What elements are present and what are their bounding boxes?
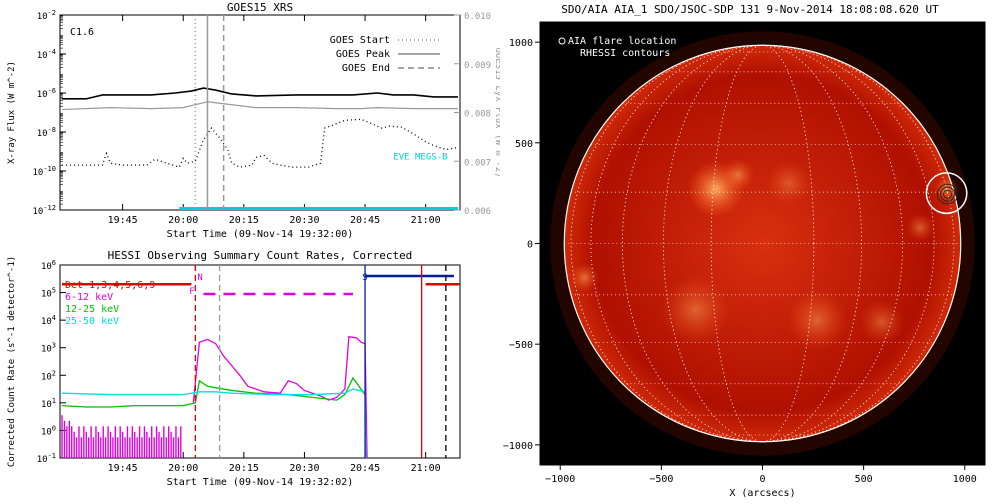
goes-x-tick-label: 20:30 — [289, 215, 319, 226]
aia-title: SDO/AIA AIA_1 SDO/JSOC-SDP 131 9-Nov-201… — [561, 3, 939, 16]
goes-plot-frame — [59, 14, 461, 211]
goes-y2-label: GOES15 Lyx Flux (W m^-2) — [493, 47, 500, 177]
hessi-y-tick-label: 103 — [41, 342, 56, 355]
hessi-count-rate-chart: HESSI Observing Summary Count Rates, Cor… — [7, 249, 461, 488]
goes-legend-label: GOES End — [342, 63, 390, 74]
aia-x-tick-label: 0 — [759, 474, 765, 485]
goes-y-tick-label: 10-10 — [33, 165, 57, 178]
hessi-y-label: Corrected Count Rate (s^-1 detector^-1) — [7, 256, 17, 467]
hessi-flag-label: S — [362, 273, 367, 283]
active-region — [906, 213, 935, 242]
goes-x-tick-label: 21:00 — [411, 215, 441, 226]
hessi-plot-frame — [59, 264, 461, 459]
goes-y2-tick-label: 0.008 — [464, 110, 491, 120]
grid-longitude — [710, 44, 815, 443]
hessi-y-tick-label: 100 — [41, 424, 56, 437]
aia-x-tick-label: −1000 — [545, 474, 575, 485]
hessi-legend-label: 6-12 keV — [65, 292, 113, 303]
aia-131-image: SDO/AIA AIA_1 SDO/JSOC-SDP 131 9-Nov-201… — [503, 3, 986, 499]
hessi-legend-label: 12-25 keV — [65, 304, 119, 315]
hessi-series-12-25-keV — [61, 376, 366, 408]
goes-x-tick-label: 20:15 — [229, 215, 259, 226]
rhessi-contour — [937, 183, 959, 205]
goes-y-tick-label: 10-8 — [37, 126, 56, 139]
hessi-x-tick-label: 21:00 — [411, 463, 441, 474]
aia-x-tick-label: 500 — [855, 474, 873, 485]
aia-y-tick-label: 1000 — [509, 38, 533, 49]
aia-x-tick-label: −500 — [649, 474, 673, 485]
active-region — [859, 299, 905, 345]
grid-longitude — [662, 44, 863, 443]
goes-y-tick-label: 10-6 — [37, 87, 56, 100]
hessi-x-tick-label: 19:45 — [108, 463, 138, 474]
hessi-x-tick-label: 20:45 — [350, 463, 380, 474]
aia-y-tick-label: −1000 — [503, 441, 533, 452]
goes-x-tick-label: 20:00 — [168, 215, 198, 226]
hessi-x-tick-label: 20:30 — [289, 463, 319, 474]
goes-annotation: EVE MEGS-B — [393, 152, 447, 162]
hessi-title: HESSI Observing Summary Count Rates, Cor… — [108, 249, 413, 262]
aia-legend-label: RHESSI contours — [580, 48, 670, 59]
aia-x-label: X (arcsecs) — [729, 488, 795, 499]
goes-y2-tick-label: 0.009 — [464, 61, 491, 71]
hessi-flag-label: F — [189, 287, 194, 297]
aia-image-panel: SDO/AIA AIA_1 SDO/JSOC-SDP 131 9-Nov-201… — [500, 0, 1000, 500]
hessi-y-tick-label: 10-1 — [37, 452, 56, 465]
aia-y-tick-label: 0 — [527, 240, 533, 251]
goes-xrs-chart: GOES15 XRS 19:45 20:00 20:15 20:30 20:45 21:00… — [7, 1, 500, 240]
hessi-y-tick-label: 104 — [41, 314, 56, 327]
goes-y-tick-label: 10-4 — [37, 48, 56, 61]
goes-y-label: X-ray Flux (W m^-2) — [7, 61, 17, 164]
goes-y2-tick-label: 0.007 — [464, 158, 491, 168]
active-region — [570, 263, 599, 292]
hessi-legend-label: 25-50 keV — [65, 316, 119, 327]
goes-x-tick-label: 19:45 — [108, 215, 138, 226]
aia-legend-label: AIA flare location — [568, 36, 676, 47]
goes-x-tick-label: 20:45 — [350, 215, 380, 226]
hessi-legend-label: Det 1,3,4,5,6,9 — [65, 280, 155, 291]
goes-legend-label: GOES Start — [330, 35, 390, 46]
goes-series-long — [62, 87, 458, 100]
grid-longitude — [570, 44, 955, 443]
rhessi-contour — [940, 186, 956, 202]
goes-series-short — [61, 101, 458, 111]
hessi-series-25-50-keV — [62, 388, 367, 459]
aia-x-tick-label: 1000 — [953, 474, 977, 485]
active-region — [722, 158, 755, 192]
hessi-y-tick-label: 106 — [41, 259, 56, 272]
hessi-x-tick-label: 20:00 — [168, 463, 198, 474]
rhessi-contour — [943, 189, 953, 199]
goes-y-tick-label: 10-12 — [33, 204, 57, 217]
active-region — [786, 289, 848, 351]
hessi-x-tick-label: 20:15 — [229, 463, 259, 474]
hessi-x-label: Start Time (09-Nov-14 19:32:02) — [167, 477, 354, 488]
hessi-y-tick-label: 105 — [41, 287, 56, 300]
aia-y-tick-label: 500 — [515, 139, 533, 150]
goes-legend-label: GOES Peak — [336, 49, 390, 60]
hessi-flag-label: N — [197, 273, 202, 283]
goes-class-label: C1.6 — [70, 27, 94, 38]
aia-y-tick-label: −500 — [509, 340, 533, 351]
active-region — [661, 275, 731, 345]
active-region — [766, 160, 812, 206]
hessi-y-tick-label: 101 — [41, 397, 56, 410]
goes-y2-tick-label: 0.006 — [464, 207, 491, 217]
goes-y2-tick-label: 0.010 — [464, 12, 491, 22]
solar-limb — [563, 44, 962, 443]
hessi-y-tick-label: 102 — [41, 369, 56, 382]
goes-y-tick-label: 10-2 — [37, 9, 56, 22]
flare-location-circle — [925, 172, 968, 215]
goes-x-label: Start Time (09-Nov-14 19:32:00) — [167, 229, 354, 240]
goes-title: GOES15 XRS — [227, 1, 293, 14]
aia-legend-marker — [558, 37, 566, 45]
grid-longitude — [621, 44, 904, 443]
